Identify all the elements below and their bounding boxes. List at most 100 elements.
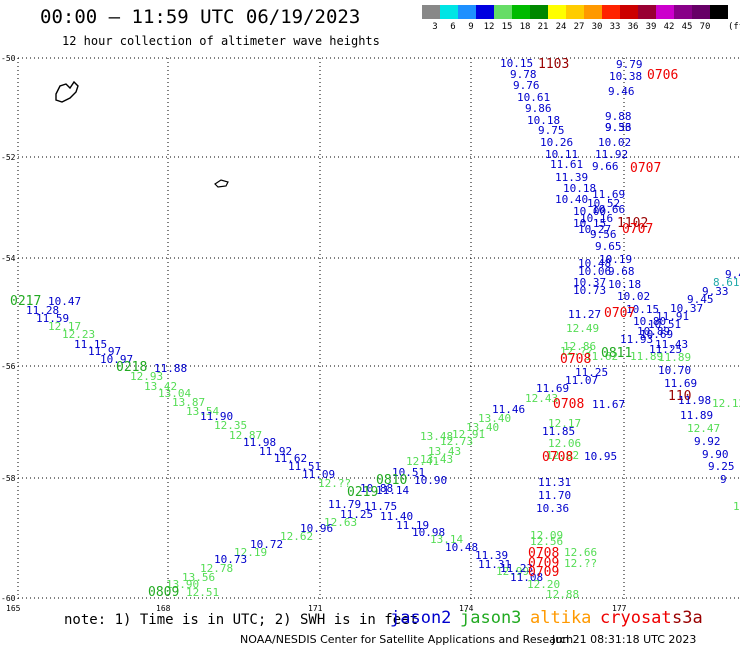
scale-swatch — [494, 5, 512, 19]
wave-height-label: 11.08 — [510, 571, 543, 584]
wave-height-label: 9.92 — [694, 435, 721, 448]
wave-height-label: 11.75 — [364, 500, 397, 513]
wave-height-label: 110 — [668, 389, 691, 404]
wave-height-label: 11.15 — [74, 338, 107, 351]
scale-swatch — [710, 5, 728, 19]
wave-height-label: 1102 — [617, 216, 648, 231]
wave-height-label: 9.90 — [702, 448, 729, 461]
wave-height-label: 11.90 — [200, 410, 233, 423]
wave-height-label: 11.88 — [154, 362, 187, 375]
wave-height-label: 12.56 — [530, 535, 563, 548]
scale-label: 33 — [609, 22, 621, 32]
wave-height-label: 11.89 — [658, 351, 691, 364]
wave-height-label: 9.25 — [708, 460, 735, 473]
scale-label: 18 — [519, 22, 531, 32]
wave-height-label: 12.35 — [214, 419, 247, 432]
wave-height-label: 12.41 — [406, 455, 439, 468]
wave-height-label: 10.66 — [592, 203, 625, 216]
wave-height-label: 12.99 — [496, 565, 529, 578]
wave-height-label: 11.09 — [302, 468, 335, 481]
scale-swatch — [530, 5, 548, 19]
wave-height-label: 10.80 — [633, 315, 666, 328]
wave-height-label: 11.19 — [396, 519, 429, 532]
wave-height-label: 10.47 — [48, 295, 81, 308]
wave-height-label: 9.88 — [605, 110, 632, 123]
wave-height-label: 11.69 — [592, 188, 625, 201]
wave-height-label: 10.15 — [500, 57, 533, 70]
scale-swatch — [638, 5, 656, 19]
wave-height-label: 11.25 — [340, 508, 373, 521]
wave-height-label: 12.?? — [318, 477, 351, 490]
scale-label: 45 — [681, 22, 693, 32]
wave-height-label: 10.19 — [599, 253, 632, 266]
scale-swatch — [656, 5, 674, 19]
scale-label: 42 — [663, 22, 675, 32]
wave-height-label: 12.09 — [530, 529, 563, 542]
wave-height-label: 12.73 — [440, 435, 473, 448]
wave-height-label: 11.07 — [565, 374, 598, 387]
wave-height-label: 10.98 — [412, 526, 445, 539]
wave-height-label: 9.4 — [725, 268, 740, 281]
satellite-jason2: jason2 — [390, 608, 452, 628]
wave-height-label: 0810 — [376, 473, 407, 488]
wave-height-label: 10.72 — [250, 538, 283, 551]
wave-height-label: 13.42 — [144, 380, 177, 393]
scale-swatch — [440, 5, 458, 19]
wave-height-label: 0809 — [148, 585, 179, 600]
wave-height-label: 11.98 — [678, 394, 711, 407]
wave-height-label: 9.75 — [538, 124, 565, 137]
latitude-label: -58 — [1, 474, 16, 483]
wave-height-label: 10.00 — [573, 205, 606, 218]
wave-height-label: 12.63 — [324, 516, 357, 529]
wave-height-label: 12.43 — [525, 392, 558, 405]
wave-height-label: 12.17 — [548, 417, 581, 430]
wave-height-label: 12.06 — [548, 437, 581, 450]
wave-height-label: 1103 — [538, 57, 569, 72]
scale-swatch — [458, 5, 476, 19]
scale-swatch — [620, 5, 638, 19]
wave-height-label: 11.89 — [630, 350, 663, 363]
wave-height-label: 9.78 — [510, 68, 537, 81]
wave-height-label: 13.04 — [158, 387, 191, 400]
wave-height-label: 9.86 — [525, 102, 552, 115]
wave-height-label: 11.43 — [655, 338, 688, 351]
wave-height-label: 11.59 — [36, 312, 69, 325]
wave-height-label: 11.40 — [380, 510, 413, 523]
wave-height-label: 13.14 — [430, 533, 463, 546]
wave-height-label: 11.62 — [274, 452, 307, 465]
wave-height-label: 12.?? — [564, 557, 597, 570]
wave-height-label: 11.92 — [259, 445, 292, 458]
wave-height-label: 10.27 — [578, 223, 611, 236]
satellite-s3a: s3a — [672, 608, 703, 628]
wave-height-label: 12.87 — [229, 429, 262, 442]
wave-height-label: 12.23 — [62, 328, 95, 341]
latitude-label: -52 — [1, 153, 16, 162]
scale-label: 6 — [450, 22, 456, 32]
wave-height-label: 9.46 — [608, 85, 635, 98]
satellite-jason3: jason3 — [460, 608, 522, 628]
scale-label: 15 — [501, 22, 513, 32]
wave-height-label: 13.43 — [420, 453, 453, 466]
wave-height-label: 11.31 — [538, 476, 571, 489]
wave-height-label: 12.12 — [712, 397, 740, 410]
wave-height-label: 10.97 — [100, 353, 133, 366]
wave-height-label: 11.91 — [656, 310, 689, 323]
wave-height-label: 10.38 — [609, 70, 642, 83]
wave-height-label: 11.98 — [243, 436, 276, 449]
wave-height-label: 13.43 — [428, 445, 461, 458]
wave-height-label: 10.48 — [578, 257, 611, 270]
scale-label: 9 — [468, 22, 474, 32]
wave-height-label: 12.20 — [733, 500, 740, 513]
wave-height-label: 9 — [720, 473, 727, 486]
wave-height-label: 11.31 — [478, 558, 511, 571]
wave-height-label: 0706 — [647, 68, 678, 83]
wave-height-label: 9.76 — [513, 79, 540, 92]
longitude-label: 174 — [459, 604, 474, 613]
scale-swatch — [512, 5, 530, 19]
wave-height-label: 9.56 — [605, 121, 632, 134]
satellite-cryosat: cryosat — [600, 608, 672, 628]
wave-height-label: 10.18 — [563, 182, 596, 195]
wave-height-label: 11.62 — [585, 350, 618, 363]
scale-label: 21 — [537, 22, 549, 32]
wave-height-label: 12.47 — [687, 422, 720, 435]
